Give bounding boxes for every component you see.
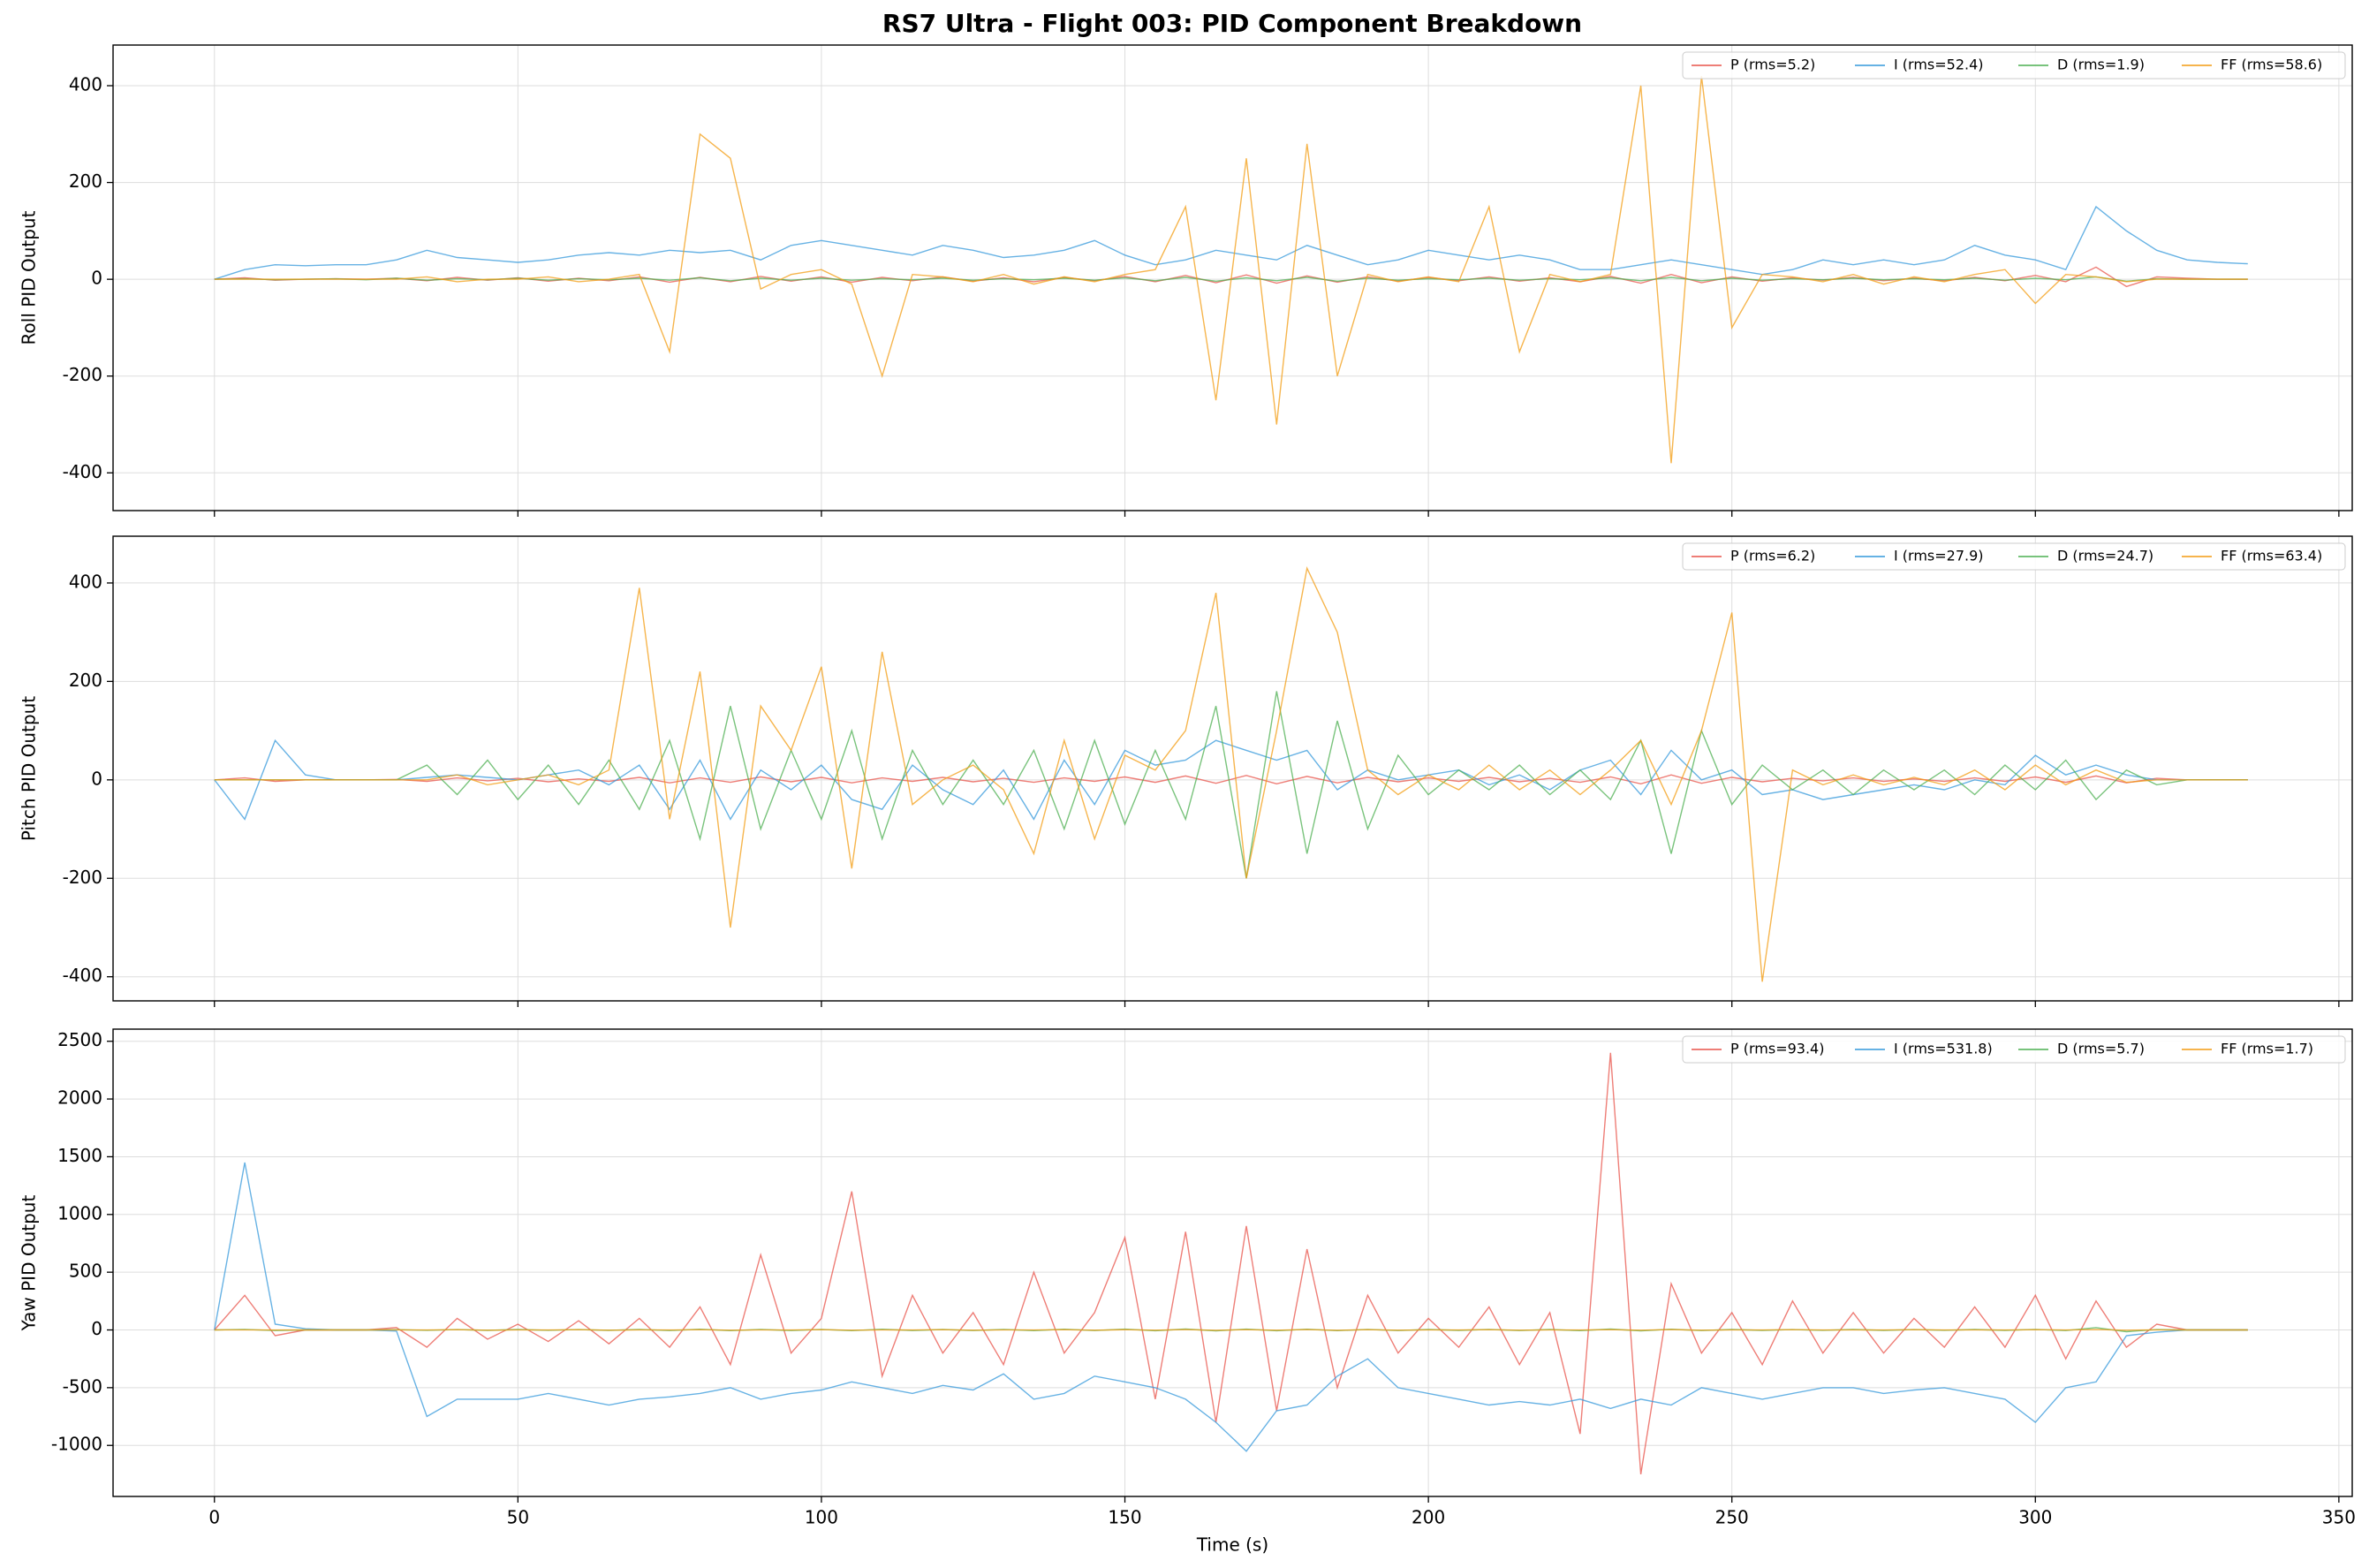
legend-label: I (rms=52.4) — [1894, 57, 1984, 73]
legend-label: I (rms=531.8) — [1894, 1041, 1993, 1057]
y-tick-label: -1000 — [51, 1434, 102, 1455]
legend-label: P (rms=5.2) — [1730, 57, 1815, 73]
x-tick-label: 250 — [1715, 1507, 1749, 1528]
y-axis-label: Pitch PID Output — [19, 696, 40, 841]
y-tick-label: 0 — [91, 768, 102, 789]
y-tick-label: 400 — [69, 571, 102, 592]
y-tick-label: 0 — [91, 268, 102, 289]
y-tick-label: -500 — [63, 1375, 102, 1397]
series-line — [214, 739, 2248, 821]
legend-box — [1682, 51, 2346, 80]
y-axis-label: Yaw PID Output — [19, 1195, 40, 1332]
y-tick-label: -400 — [63, 461, 102, 482]
legend-label: FF (rms=1.7) — [2221, 1041, 2313, 1057]
legend-label: FF (rms=58.6) — [2221, 57, 2322, 73]
y-tick-label: 0 — [91, 1318, 102, 1339]
series-line — [214, 76, 2248, 464]
y-tick-label: 2500 — [57, 1029, 102, 1050]
legend-label: I (rms=27.9) — [1894, 548, 1984, 564]
x-tick-label: 350 — [2322, 1507, 2356, 1528]
legend-label: FF (rms=63.4) — [2221, 548, 2322, 564]
axes-frame — [112, 535, 2353, 1002]
legend-label: D (rms=5.7) — [2057, 1041, 2145, 1057]
x-tick-label: 150 — [1108, 1507, 1141, 1528]
figure-title: RS7 Ultra - Flight 003: PID Component Br… — [882, 9, 1582, 38]
series-line — [214, 205, 2248, 280]
y-axis-label: Roll PID Output — [19, 210, 40, 345]
y-tick-label: 1000 — [57, 1202, 102, 1223]
x-axis-label: Time (s) — [1196, 1534, 1268, 1556]
legend-label: P (rms=6.2) — [1730, 548, 1815, 564]
x-tick-label: 200 — [1412, 1507, 1445, 1528]
legend-label: P (rms=93.4) — [1730, 1041, 1824, 1057]
x-tick-label: 300 — [2018, 1507, 2052, 1528]
y-tick-label: 2000 — [57, 1087, 102, 1109]
x-tick-label: 100 — [805, 1507, 838, 1528]
x-tick-label: 0 — [208, 1507, 220, 1528]
series-line — [214, 1329, 2248, 1331]
legend-label: D (rms=1.9) — [2057, 57, 2145, 73]
y-tick-label: 200 — [69, 670, 102, 691]
y-tick-label: -400 — [63, 965, 102, 986]
series-line — [214, 565, 2248, 982]
legend-label: D (rms=24.7) — [2057, 548, 2153, 564]
y-tick-label: -200 — [63, 867, 102, 888]
y-tick-label: 1500 — [57, 1145, 102, 1166]
y-tick-label: -200 — [63, 364, 102, 385]
legend-box — [1682, 542, 2346, 571]
x-tick-label: 50 — [507, 1507, 529, 1528]
axes-frame — [112, 44, 2353, 511]
series-line — [214, 1052, 2248, 1475]
axes-frame — [112, 1028, 2353, 1497]
y-tick-label: 500 — [69, 1261, 102, 1282]
y-tick-label: 400 — [69, 74, 102, 95]
series-line — [214, 691, 2248, 879]
y-tick-label: 200 — [69, 170, 102, 192]
legend-box — [1682, 1035, 2346, 1064]
series-line — [214, 774, 2248, 785]
series-line — [214, 1162, 2248, 1452]
